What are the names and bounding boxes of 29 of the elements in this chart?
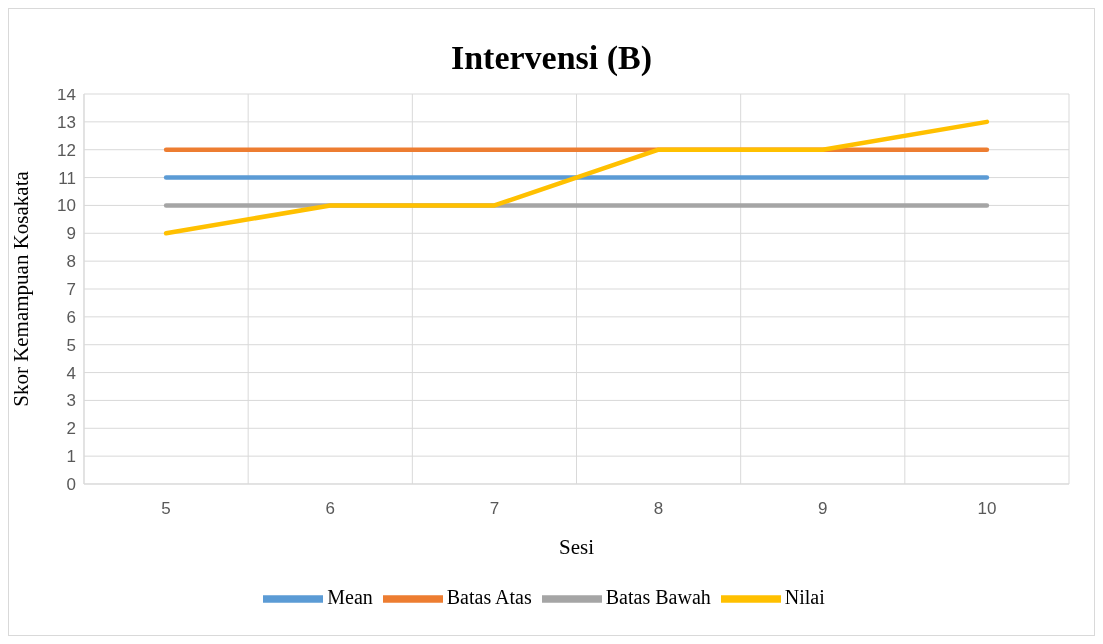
y-tick-label: 9	[66, 224, 76, 244]
y-tick-label: 6	[66, 307, 76, 327]
y-tick-label: 3	[66, 391, 76, 411]
y-tick-label: 14	[57, 85, 76, 105]
y-tick-label: 8	[66, 252, 76, 272]
x-tick-label: 7	[489, 499, 500, 519]
x-tick-label: 8	[653, 499, 664, 519]
x-tick-label: 5	[161, 499, 171, 519]
legend-label: Mean	[327, 585, 373, 608]
y-tick-label: 5	[66, 335, 76, 355]
legend-label: Batas Bawah	[605, 585, 711, 608]
x-axis-title: Sesi	[558, 535, 595, 559]
x-tick-label: 6	[325, 499, 335, 519]
x-tick-label: 9	[818, 499, 828, 519]
y-tick-label: 13	[57, 112, 76, 132]
legend-label: Batas Atas	[446, 585, 532, 608]
y-tick-label: 4	[66, 363, 76, 383]
y-tick-label: 0	[66, 475, 76, 495]
y-tick-label: 7	[66, 280, 76, 300]
y-tick-label: 2	[66, 419, 76, 439]
legend-label: Nilai	[784, 585, 825, 608]
y-axis-title: Skor Kemampuan Kosakata	[9, 170, 34, 407]
y-tick-label: 11	[58, 168, 76, 188]
x-tick-label: 10	[977, 499, 997, 519]
y-tick-label: 12	[57, 140, 76, 160]
line-series	[163, 119, 990, 236]
chart-title: Intervensi (B)	[450, 39, 653, 76]
y-tick-label: 1	[66, 447, 76, 467]
y-tick-label: 10	[57, 196, 76, 216]
